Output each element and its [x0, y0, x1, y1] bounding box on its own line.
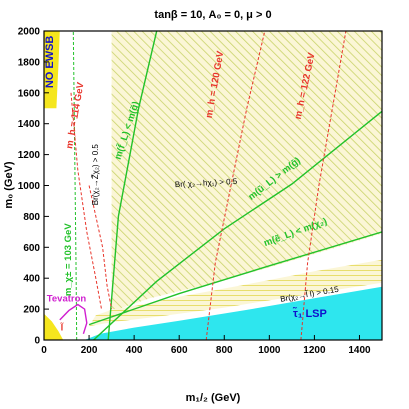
y-tick-label: 400 [23, 274, 40, 285]
y-tick-label: 1800 [18, 57, 41, 68]
y-tick-label: 200 [23, 305, 40, 316]
x-tick-label: 200 [81, 345, 98, 356]
y-tick-label: 1200 [18, 150, 41, 161]
y-tick-label: 1000 [18, 181, 41, 192]
annotation-tevatron: Tevatron [47, 293, 87, 304]
y-tick-label: 1400 [18, 119, 41, 130]
line-tevatron [59, 303, 88, 335]
annotation-br-h-0-5: Br( χ₂→hχ₁) > 0.5 [175, 177, 238, 189]
annotation-m-h-114-gev: m_h = 114 GeV [64, 81, 87, 150]
region-lsp [84, 286, 382, 340]
region-br-h-0-5-hatched [111, 31, 382, 310]
line-m-h-122-gev [300, 31, 347, 340]
line-m-m [88, 231, 382, 326]
y-tick-label: 600 [23, 243, 40, 254]
y-axis-label: m₀ (GeV) [3, 161, 15, 208]
line-m-h-120-gev [205, 31, 266, 340]
region-br-l-l-0-15-hatched [89, 259, 382, 327]
y-tick-label: 800 [23, 212, 40, 223]
line-m-m-g [93, 110, 382, 340]
y-tick-label: 2000 [18, 27, 41, 38]
chart-title: tanβ = 10, A₀ = 0, μ > 0 [154, 9, 271, 21]
line-br-z-0-5-boundary [88, 185, 113, 310]
x-tick-label: 400 [126, 345, 143, 356]
annotation-br-z-0-5: Br(χ₂→Z̃χ₂) > 0.5 [91, 144, 100, 206]
x-tick-label: 1200 [303, 345, 326, 356]
y-tick-label: 1600 [18, 88, 41, 99]
x-tick-label: 0 [41, 345, 47, 356]
annotation-no-ewsb: NO EWSB [44, 36, 56, 89]
x-axis-label: m₁/₂ (GeV) [186, 392, 241, 404]
line-m-h-114-gev [70, 92, 102, 310]
x-tick-label: 600 [171, 345, 188, 356]
annotation-l: l̃ [60, 322, 64, 334]
line-m-103-gev [72, 31, 78, 340]
annotation-m-103-gev: m_χ± = 103 GeV [63, 223, 74, 296]
y-tick-label: 0 [34, 336, 40, 347]
x-tick-label: 1400 [348, 345, 371, 356]
region-yellow-corner [44, 313, 64, 340]
line-m-f-m-g [107, 31, 158, 340]
x-tick-label: 800 [216, 345, 233, 356]
x-tick-label: 1000 [258, 345, 281, 356]
region-no-ewsb [44, 31, 60, 109]
annotation-lsp: τ̃₁ LSP [293, 307, 327, 320]
